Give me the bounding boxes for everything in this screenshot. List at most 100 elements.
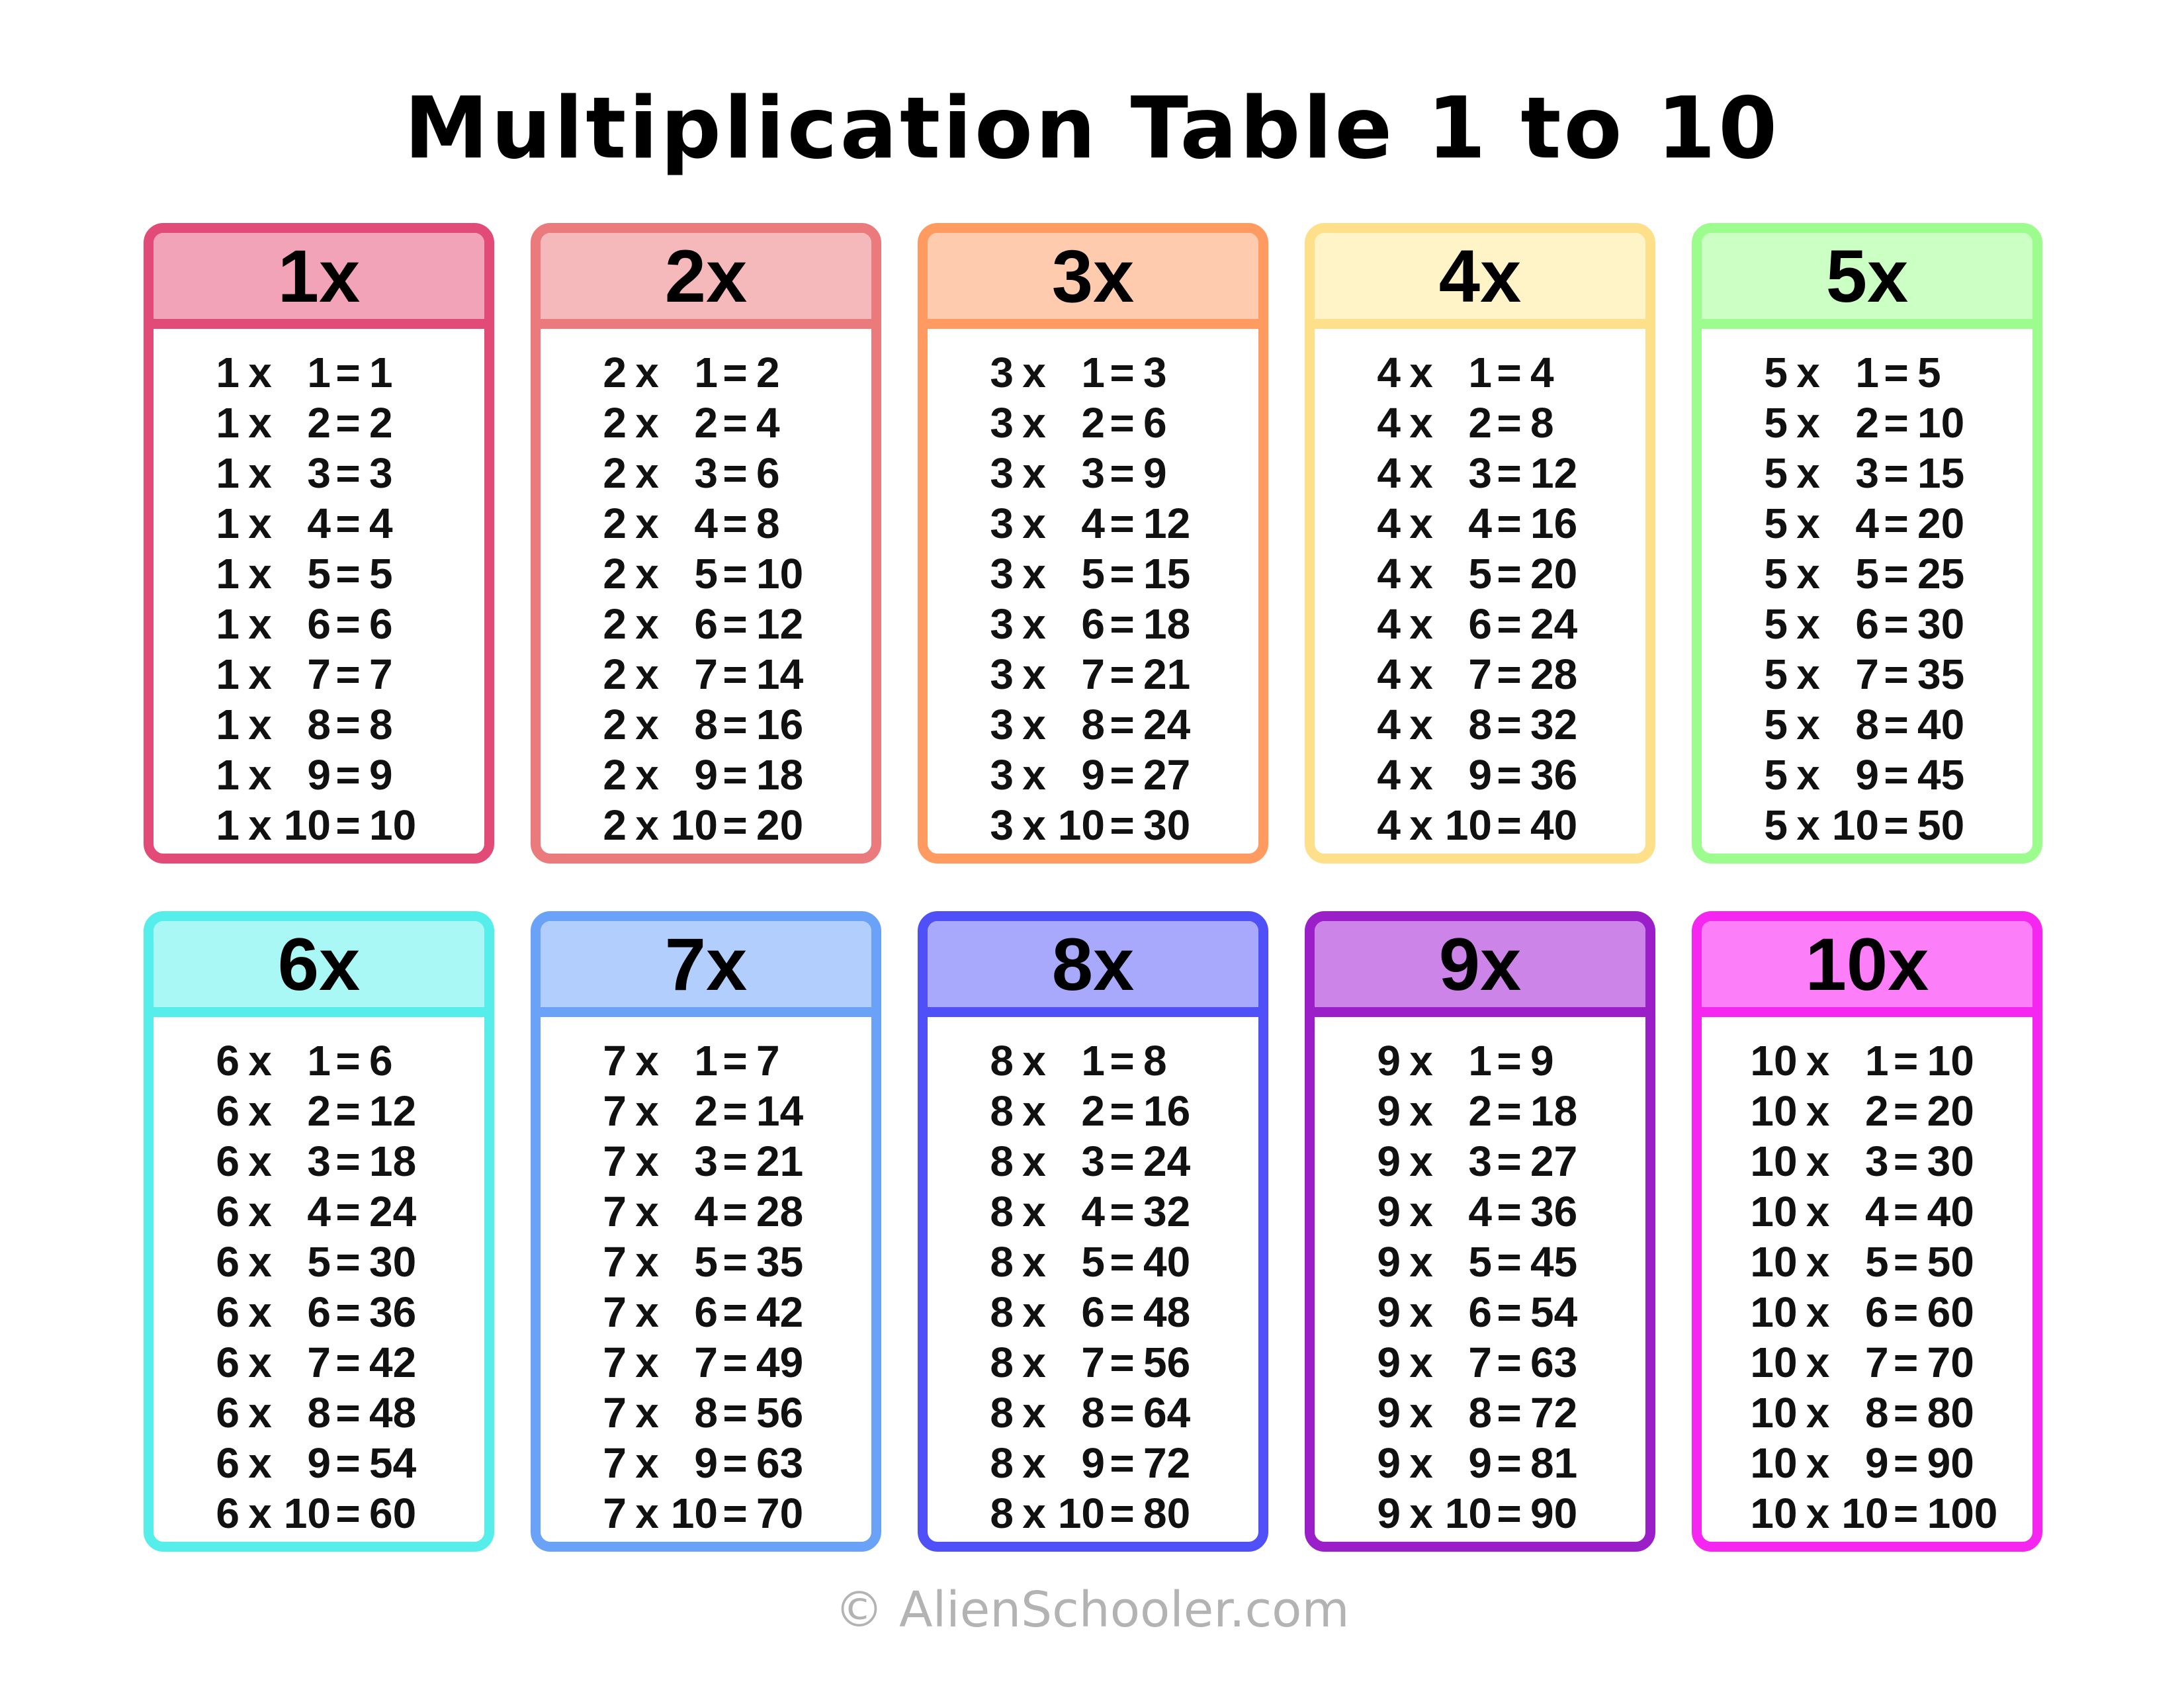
table-card-header: 5x bbox=[1702, 233, 2032, 329]
times-sign: x bbox=[635, 1087, 659, 1135]
table-card-body: 3 x 1 = 3 3 x 2 = 6 3 x 3 = 9 3 x 4 = 12 3 x 5 = 15 3 x 6 = 18 3 x 7 = 21 3… bbox=[928, 329, 1258, 854]
equals-sign: = bbox=[722, 1188, 748, 1235]
equation-row: 7 x 8 = 56 bbox=[599, 1388, 813, 1438]
equation-row: 10 x 2 = 20 bbox=[1750, 1086, 1984, 1136]
multiplier: 7 bbox=[307, 650, 331, 698]
multiplier: 8 bbox=[307, 1389, 331, 1437]
multiplier: 2 bbox=[1081, 1087, 1105, 1135]
times-sign: x bbox=[248, 449, 272, 497]
equals-sign: = bbox=[1893, 1037, 1919, 1085]
multiplier: 9 bbox=[1468, 1439, 1492, 1487]
multiplier: 9 bbox=[1865, 1439, 1889, 1487]
times-sign: x bbox=[635, 1238, 659, 1286]
multiplicand: 2 bbox=[603, 650, 627, 698]
multiplier: 6 bbox=[1081, 600, 1105, 648]
times-sign: x bbox=[1806, 1389, 1830, 1437]
equals-sign: = bbox=[1110, 1037, 1135, 1085]
equation-row: 7 x 5 = 35 bbox=[599, 1237, 813, 1287]
times-sign: x bbox=[635, 1339, 659, 1386]
equals-sign: = bbox=[335, 1037, 361, 1085]
equals-sign: = bbox=[335, 449, 361, 497]
equals-sign: = bbox=[1893, 1137, 1919, 1185]
multiplier: 9 bbox=[307, 1439, 331, 1487]
multiplier: 7 bbox=[307, 1339, 331, 1386]
multiplicand: 10 bbox=[1750, 1339, 1798, 1386]
equation-row: 5 x 2 = 10 bbox=[1760, 398, 1974, 448]
tables-grid: 1x 1 x 1 = 1 1 x 2 = 2 1 x 3 = 3 1 x 4 = 4 1 x 5 = 5 1 x 6 = 6 1 x 7 = 7 1 x 8… bbox=[144, 223, 2042, 1552]
multiplier: 10 bbox=[1057, 801, 1105, 849]
multiplicand: 6 bbox=[216, 1439, 240, 1487]
multiplier: 7 bbox=[1855, 650, 1879, 698]
equals-sign: = bbox=[1893, 1439, 1919, 1487]
equals-sign: = bbox=[1497, 399, 1522, 447]
product: 27 bbox=[1530, 1137, 1578, 1185]
equals-sign: = bbox=[722, 801, 748, 849]
product: 35 bbox=[1917, 650, 1965, 698]
times-sign: x bbox=[1409, 1037, 1433, 1085]
equation-row: 6 x 2 = 12 bbox=[212, 1086, 426, 1136]
equation-row: 4 x 4 = 16 bbox=[1373, 498, 1587, 549]
equals-sign: = bbox=[722, 550, 748, 598]
times-sign: x bbox=[1022, 1489, 1046, 1537]
multiplicand: 3 bbox=[990, 701, 1014, 748]
multiplicand: 8 bbox=[990, 1389, 1014, 1437]
multiplier: 1 bbox=[1468, 1037, 1492, 1085]
product: 40 bbox=[1530, 801, 1578, 849]
product: 54 bbox=[369, 1439, 417, 1487]
multiplier: 3 bbox=[1468, 1137, 1492, 1185]
table-card-body: 9 x 1 = 9 9 x 2 = 18 9 x 3 = 27 9 x 4 = 36 9 x 5 = 45 9 x 6 = 54 9 x 7 = 6… bbox=[1315, 1017, 1645, 1542]
equals-sign: = bbox=[1884, 650, 1909, 698]
multiplier: 2 bbox=[307, 399, 331, 447]
multiplier: 8 bbox=[1081, 1389, 1105, 1437]
equals-sign: = bbox=[1893, 1087, 1919, 1135]
multiplier: 7 bbox=[1865, 1339, 1889, 1386]
times-sign: x bbox=[635, 650, 659, 698]
product: 35 bbox=[756, 1238, 804, 1286]
equals-sign: = bbox=[1884, 449, 1909, 497]
times-sign: x bbox=[1409, 349, 1433, 396]
equation-row: 8 x 4 = 32 bbox=[986, 1186, 1200, 1237]
multiplicand: 7 bbox=[603, 1188, 627, 1235]
product: 7 bbox=[756, 1037, 780, 1085]
multiplicand: 3 bbox=[990, 399, 1014, 447]
equation-row: 4 x 10 = 40 bbox=[1373, 800, 1587, 850]
times-sign: x bbox=[1022, 600, 1046, 648]
multiplier: 5 bbox=[1468, 1238, 1492, 1286]
multiplicand: 8 bbox=[990, 1489, 1014, 1537]
multiplier: 5 bbox=[307, 1238, 331, 1286]
product: 5 bbox=[369, 550, 393, 598]
product: 24 bbox=[1530, 600, 1578, 648]
multiplier: 1 bbox=[307, 349, 331, 396]
times-sign: x bbox=[1409, 701, 1433, 748]
equals-sign: = bbox=[1497, 1037, 1522, 1085]
equals-sign: = bbox=[335, 650, 361, 698]
product: 63 bbox=[756, 1439, 804, 1487]
multiplicand: 9 bbox=[1377, 1238, 1401, 1286]
equation-row: 1 x 5 = 5 bbox=[212, 549, 426, 599]
equation-row: 7 x 1 = 7 bbox=[599, 1036, 813, 1086]
equals-sign: = bbox=[1497, 500, 1522, 547]
equation-row: 8 x 7 = 56 bbox=[986, 1337, 1200, 1388]
equation-row: 9 x 9 = 81 bbox=[1373, 1438, 1587, 1488]
product: 56 bbox=[1143, 1339, 1191, 1386]
multiplier: 2 bbox=[694, 1087, 718, 1135]
times-sign: x bbox=[1022, 1137, 1046, 1185]
multiplicand: 6 bbox=[216, 1339, 240, 1386]
equation-row: 3 x 8 = 24 bbox=[986, 699, 1200, 750]
equals-sign: = bbox=[722, 1389, 748, 1437]
product: 15 bbox=[1143, 550, 1191, 598]
times-sign: x bbox=[1409, 1489, 1433, 1537]
product: 48 bbox=[1143, 1288, 1191, 1336]
times-sign: x bbox=[248, 1439, 272, 1487]
equals-sign: = bbox=[335, 701, 361, 748]
equation-row: 4 x 3 = 12 bbox=[1373, 448, 1587, 498]
multiplicand: 2 bbox=[603, 500, 627, 547]
multiplicand: 6 bbox=[216, 1489, 240, 1537]
multiplicand: 7 bbox=[603, 1087, 627, 1135]
times-sign: x bbox=[1796, 650, 1820, 698]
times-sign: x bbox=[635, 1137, 659, 1185]
product: 63 bbox=[1530, 1339, 1578, 1386]
equals-sign: = bbox=[722, 1037, 748, 1085]
product: 8 bbox=[1530, 399, 1554, 447]
multiplicand: 4 bbox=[1377, 701, 1401, 748]
